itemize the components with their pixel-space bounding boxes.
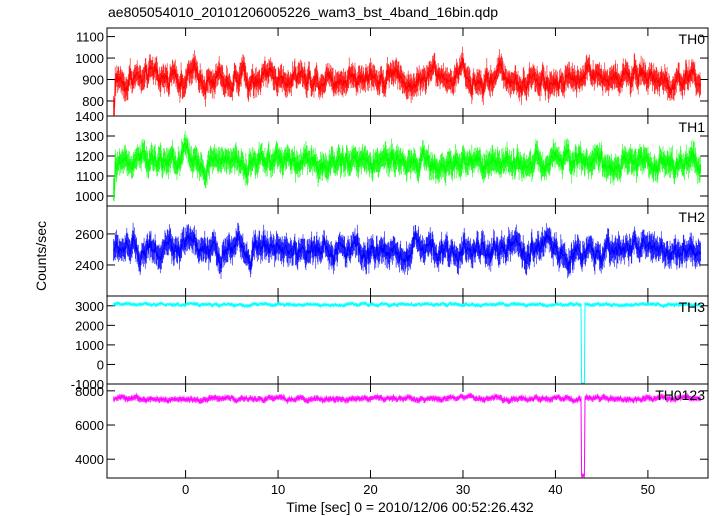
panel-frame bbox=[106, 295, 709, 385]
panel-th0: 800 900 1000 1100 TH0 bbox=[75, 27, 709, 117]
panel-th1: 1000 1100 1200 1300 1400 TH1 bbox=[75, 109, 709, 207]
x-tick-label: 50 bbox=[641, 482, 655, 497]
series-th2 bbox=[113, 222, 702, 279]
x-tick-label: 30 bbox=[456, 482, 470, 497]
error-bars bbox=[113, 392, 701, 478]
y-tick-label: 1400 bbox=[75, 109, 104, 124]
panel-th3: -1000 0 1000 2000 3000 TH3 bbox=[71, 295, 709, 392]
y-tick-label: -1000 bbox=[71, 377, 104, 392]
error-bars bbox=[113, 301, 701, 384]
y-tick-label: 6000 bbox=[75, 418, 104, 433]
y-tick-label: 1300 bbox=[75, 129, 104, 144]
y-tick-label: 800 bbox=[82, 94, 104, 109]
y-tick-label: 900 bbox=[82, 73, 104, 88]
y-tick-label: 1000 bbox=[75, 51, 104, 66]
y-tick-label: 8000 bbox=[75, 384, 104, 399]
y-tick-label: 1000 bbox=[75, 189, 104, 204]
y-tick-label: 1100 bbox=[76, 169, 104, 184]
y-tick-label: 2600 bbox=[75, 227, 104, 242]
series-th0123 bbox=[113, 392, 702, 478]
panel-label: TH1 bbox=[679, 119, 706, 135]
y-tick-label: 2400 bbox=[75, 258, 104, 273]
x-tick-label: 20 bbox=[363, 482, 377, 497]
series-th0 bbox=[113, 46, 702, 116]
y-tick-label: 1100 bbox=[76, 30, 104, 45]
x-axis: 0 10 20 30 40 50 bbox=[182, 482, 655, 497]
y-tick-label: 4000 bbox=[75, 452, 104, 467]
light-curve bbox=[113, 231, 702, 271]
light-curve bbox=[113, 58, 702, 108]
y-tick-label: 2000 bbox=[75, 318, 104, 333]
series-th3 bbox=[113, 301, 701, 384]
panel-label: TH2 bbox=[679, 209, 706, 225]
panel-frame bbox=[106, 383, 709, 479]
panel-th0123: 4000 6000 8000 TH0123 bbox=[75, 383, 709, 479]
panel-label: TH0 bbox=[679, 31, 706, 47]
y-tick-label: 1000 bbox=[75, 338, 104, 353]
x-tick-label: 40 bbox=[548, 482, 562, 497]
y-tick-label: 3000 bbox=[75, 299, 104, 314]
y-axis-label: Counts/sec bbox=[33, 221, 49, 291]
chart-title: ae805054010_20101206005226_wam3_bst_4ban… bbox=[108, 4, 498, 20]
panels: 800 900 1000 1100 TH0 1000 1100 1200 1300 1400 TH1… bbox=[71, 27, 709, 479]
panel-label: TH0123 bbox=[655, 387, 705, 403]
x-tick-label: 10 bbox=[271, 482, 285, 497]
series-th1 bbox=[113, 130, 702, 202]
x-axis-label: Time [sec] 0 = 2010/12/06 00:52:26.432 bbox=[286, 499, 534, 515]
light-curve bbox=[113, 394, 702, 476]
panel-label: TH3 bbox=[679, 299, 706, 315]
x-tick-label: 0 bbox=[182, 482, 189, 497]
light-curve bbox=[113, 142, 702, 190]
y-tick-label: 1200 bbox=[75, 149, 104, 164]
light-curve bbox=[113, 301, 701, 384]
panel-th2: 2400 2600 TH2 bbox=[75, 205, 709, 297]
y-tick-label: 0 bbox=[97, 357, 104, 372]
